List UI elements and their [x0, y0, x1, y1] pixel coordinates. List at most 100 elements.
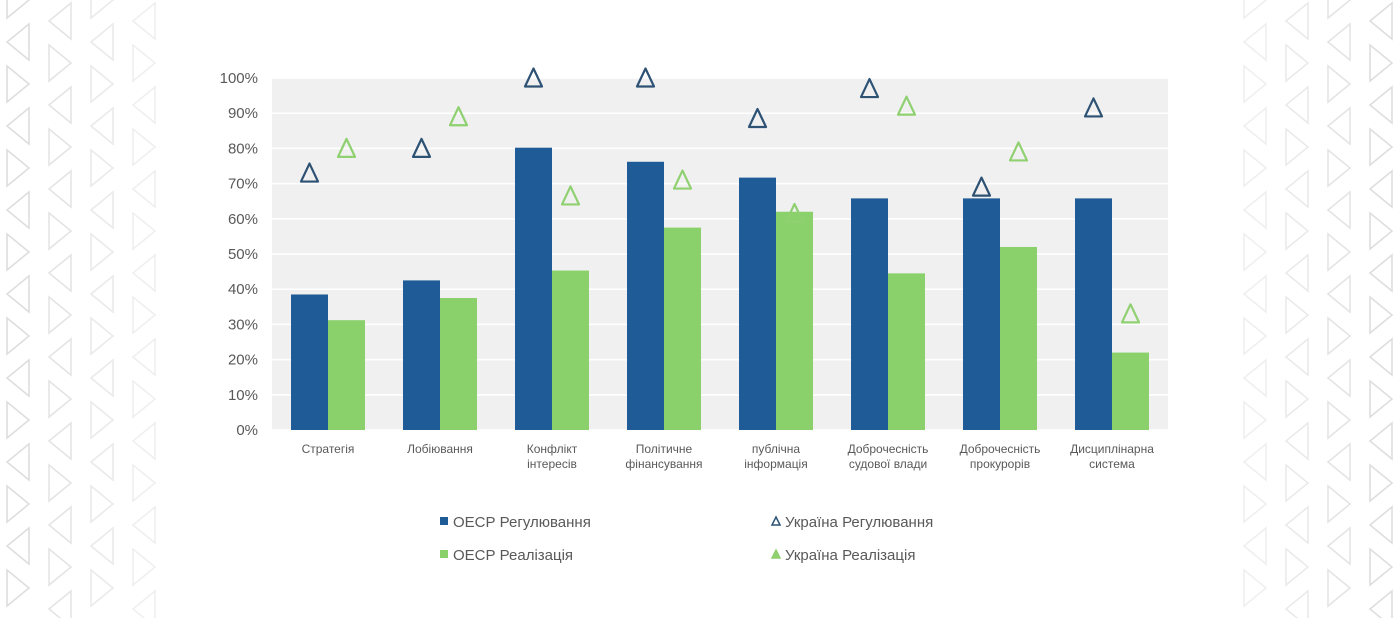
bar-oecd-regulation [291, 294, 328, 430]
pattern-triangle-icon [1242, 526, 1267, 566]
pattern-triangle-icon [131, 85, 156, 125]
x-tick-label: Політичне фінансування [625, 442, 702, 471]
pattern-triangle-icon [1368, 1, 1393, 41]
pattern-triangle-icon [1284, 1, 1309, 41]
pattern-triangle-icon [1284, 505, 1309, 545]
pattern-triangle-icon [47, 169, 72, 209]
pattern-triangle-icon [48, 211, 73, 251]
pattern-triangle-icon [48, 463, 73, 503]
x-tick-label: Дисциплінарна система [1070, 442, 1154, 471]
pattern-triangle-icon [132, 547, 157, 587]
pattern-triangle-icon [1242, 358, 1267, 398]
pattern-triangle-icon [131, 421, 156, 461]
pattern-triangle-icon [47, 1, 72, 41]
marker-ukraine-regulation [299, 162, 320, 183]
markers [299, 67, 1141, 324]
pattern-triangle-icon [6, 316, 31, 356]
pattern-triangle-icon [90, 148, 115, 188]
pattern-triangle-icon [1242, 190, 1267, 230]
pattern-triangle-icon [1369, 295, 1394, 335]
pattern-triangle-icon [1368, 85, 1393, 125]
pattern-triangle-icon [1284, 253, 1309, 293]
pattern-triangle-icon [47, 253, 72, 293]
marker-ukraine-regulation [747, 107, 768, 129]
x-axis: Стратегія Лобіювання Конфлікт інтересів Полі… [302, 442, 1155, 471]
bar-oecd-implementation [664, 227, 701, 430]
pattern-triangle-icon [1368, 253, 1393, 293]
x-tick-label: Стратегія [302, 442, 355, 456]
bar-oecd-regulation [851, 198, 888, 430]
pattern-triangle-icon [1369, 379, 1394, 419]
pattern-triangle-icon [48, 547, 73, 587]
pattern-triangle-icon [89, 442, 114, 482]
pattern-triangle-icon [1285, 43, 1310, 83]
pattern-triangle-icon [5, 274, 30, 314]
pattern-triangle-icon [1242, 106, 1267, 146]
pattern-triangle-icon [5, 526, 30, 566]
pattern-triangle-icon [132, 43, 157, 83]
pattern-triangle-icon [5, 442, 30, 482]
marker-ukraine-regulation [1083, 97, 1104, 118]
pattern-triangle-icon [1368, 505, 1393, 545]
pattern-triangle-icon [1243, 568, 1268, 608]
pattern-triangle-icon [132, 127, 157, 167]
pattern-triangle-icon [89, 190, 114, 230]
marker-ukraine-regulation [523, 67, 544, 88]
pattern-triangle-icon [1285, 127, 1310, 167]
bar-oecd-regulation [515, 147, 552, 431]
legend-label: ОЕСР Реалізація [453, 547, 573, 564]
legend-label: Україна Реалізація [785, 547, 915, 564]
marker-ukraine-regulation [635, 67, 656, 88]
pattern-triangle-icon [1243, 0, 1268, 20]
pattern-triangle-icon [90, 232, 115, 272]
y-tick-label: 100% [220, 70, 258, 87]
pattern-triangle-icon [131, 1, 156, 41]
pattern-triangle-icon [1326, 358, 1351, 398]
pattern-triangle-icon [1369, 43, 1394, 83]
pattern-triangle-icon [1369, 127, 1394, 167]
marker-ukraine-regulation [859, 77, 880, 99]
pattern-triangle-icon [89, 106, 114, 146]
pattern-triangle-icon [89, 358, 114, 398]
pattern-triangle-icon [1242, 22, 1267, 62]
pattern-triangle-icon [1243, 232, 1268, 272]
marker-ukraine-regulation [971, 176, 992, 197]
pattern-triangle-icon [1327, 148, 1352, 188]
pattern-triangle-icon [1369, 547, 1394, 587]
pattern-triangle-icon [47, 421, 72, 461]
pattern-triangle-icon [131, 505, 156, 545]
pattern-triangle-icon [1243, 148, 1268, 188]
bar-oecd-implementation [328, 320, 365, 430]
x-tick-label: Доброчесність судової влади [848, 442, 929, 471]
bar-oecd-implementation [776, 211, 813, 430]
pattern-triangle-icon [1284, 421, 1309, 461]
bar-oecd-implementation [552, 270, 589, 430]
pattern-triangle-icon [1284, 169, 1309, 209]
pattern-triangle-icon [48, 379, 73, 419]
pattern-triangle-icon [131, 253, 156, 293]
pattern-triangle-icon [47, 505, 72, 545]
bar-oecd-implementation [1000, 246, 1037, 430]
bar-oecd-implementation [888, 273, 925, 430]
pattern-triangle-icon [89, 22, 114, 62]
pattern-triangle-icon [1369, 463, 1394, 503]
pattern-triangle-icon [5, 190, 30, 230]
pattern-triangle-icon [1284, 85, 1309, 125]
pattern-triangle-icon [1284, 337, 1309, 377]
x-tick-label: публічна інформація [744, 442, 807, 471]
legend: ОЕСР Регулювання Україна Регулювання ОЕСР … [440, 514, 933, 564]
pattern-triangle-icon [1368, 169, 1393, 209]
marker-ukraine-implementation [672, 169, 693, 190]
pattern-triangle-icon [1368, 421, 1393, 461]
pattern-triangle-icon [1242, 274, 1267, 314]
marker-ukraine-implementation [336, 137, 357, 158]
pattern-triangle-icon [48, 43, 73, 83]
pattern-triangle-icon [1243, 400, 1268, 440]
y-tick-label: 40% [228, 281, 258, 298]
pattern-triangle-icon [1327, 64, 1352, 104]
pattern-triangle-icon [1285, 547, 1310, 587]
pattern-triangle-icon [5, 22, 30, 62]
pattern-triangle-icon [47, 85, 72, 125]
pattern-triangle-icon [47, 337, 72, 377]
